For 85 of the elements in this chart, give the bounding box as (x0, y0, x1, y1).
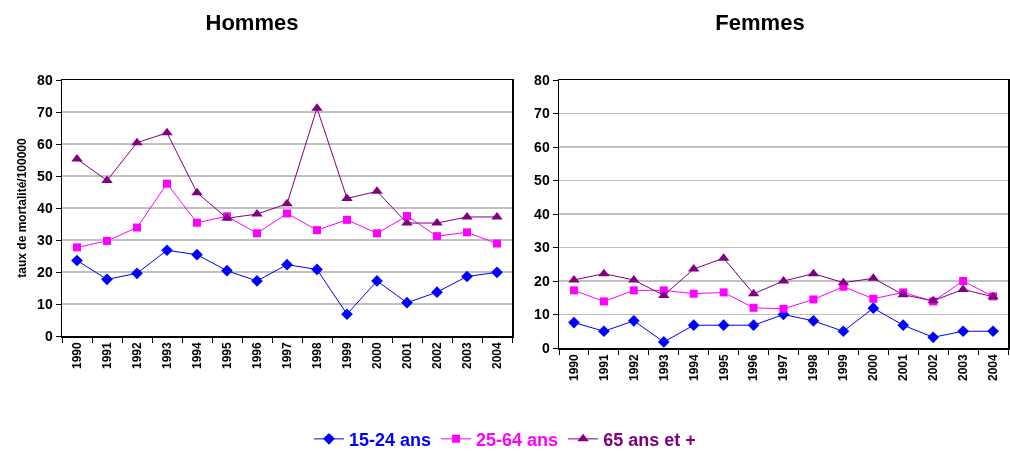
point (431, 286, 443, 299)
x-tick-label: 2002 (926, 353, 941, 381)
y-tick-label: 60 (534, 138, 550, 155)
point (281, 258, 293, 271)
point (281, 198, 293, 207)
point (491, 266, 503, 279)
x-tick-label: 1997 (776, 353, 791, 381)
point (343, 215, 351, 224)
y-tick-label: 0 (541, 339, 550, 356)
point (221, 264, 233, 277)
chart-title: Femmes (715, 9, 805, 35)
point (463, 228, 471, 237)
x-tick-label: 1992 (129, 341, 144, 369)
y-tick-label: 50 (37, 167, 53, 184)
y-tick-label: 10 (37, 295, 53, 312)
point (283, 209, 291, 218)
y-tick-label: 40 (37, 199, 53, 216)
y-tick-label: 10 (534, 306, 550, 323)
point (161, 127, 173, 136)
point (101, 273, 113, 286)
point (493, 239, 501, 248)
x-tick-label: 1992 (626, 353, 641, 381)
y-tick-label: 80 (534, 71, 550, 88)
x-tick-label: 1996 (249, 341, 264, 369)
x-tick-label: 1995 (219, 341, 234, 369)
x-tick-label: 1996 (746, 353, 761, 381)
y-tick-label: 70 (37, 103, 53, 120)
y-tick-label: 60 (37, 135, 53, 152)
point (461, 270, 473, 283)
legend-label: 25-64 ans (476, 429, 559, 450)
x-tick-label: 1991 (99, 341, 114, 369)
point (403, 212, 411, 220)
y-tick-label: 30 (534, 239, 550, 256)
y-tick-label: 20 (37, 263, 53, 280)
legend-label: 65 ans et + (603, 429, 696, 450)
x-tick-label: 2002 (429, 341, 444, 369)
x-tick-label: 1998 (309, 341, 324, 369)
x-tick-label: 2003 (459, 341, 474, 369)
y-axis-title: taux de mortalité/100000 (14, 137, 29, 278)
x-tick-label: 1999 (836, 353, 851, 381)
y-tick-label: 40 (534, 205, 550, 222)
x-tick-label: 1990 (566, 353, 581, 381)
y-tick-label: 50 (534, 172, 550, 189)
x-tick-label: 1999 (339, 341, 354, 369)
x-tick-label: 2001 (399, 341, 414, 369)
x-tick-label: 1995 (716, 353, 731, 381)
point (71, 254, 83, 267)
chart-title: Hommes (205, 9, 299, 35)
x-tick-label: 1998 (806, 353, 821, 381)
x-tick-label: 1993 (656, 353, 671, 381)
x-tick-label: 2001 (896, 353, 911, 381)
x-tick-label: 1994 (189, 341, 204, 369)
point (311, 263, 323, 276)
y-tick-label: 80 (37, 71, 53, 88)
point (341, 308, 353, 321)
x-tick-label: 1990 (69, 341, 84, 369)
point (73, 243, 81, 252)
legend-label: 15-24 ans (349, 429, 432, 450)
x-tick-label: 1997 (279, 341, 294, 369)
x-tick-label: 2000 (866, 353, 881, 381)
x-tick-label: 2004 (489, 341, 504, 369)
point (373, 229, 381, 238)
point (131, 137, 143, 146)
point (193, 218, 201, 227)
point (191, 187, 203, 196)
x-tick-label: 1993 (159, 341, 174, 369)
point (191, 248, 203, 261)
point (103, 236, 111, 245)
point (133, 223, 141, 232)
point (161, 244, 173, 257)
point (313, 226, 321, 235)
x-tick-label: 1991 (596, 353, 611, 381)
point (401, 296, 413, 309)
x-tick-label: 2003 (956, 353, 970, 381)
y-tick-label: 20 (534, 272, 550, 289)
x-tick-label: 1994 (686, 353, 701, 381)
point (163, 179, 171, 188)
point (433, 232, 441, 241)
point (253, 229, 261, 238)
x-tick-label: 2004 (985, 353, 1000, 381)
y-tick-label: 0 (44, 327, 53, 344)
point (131, 267, 143, 280)
x-tick-label: 2000 (369, 341, 384, 369)
y-tick-label: 70 (534, 105, 550, 122)
y-tick-label: 30 (37, 231, 53, 248)
